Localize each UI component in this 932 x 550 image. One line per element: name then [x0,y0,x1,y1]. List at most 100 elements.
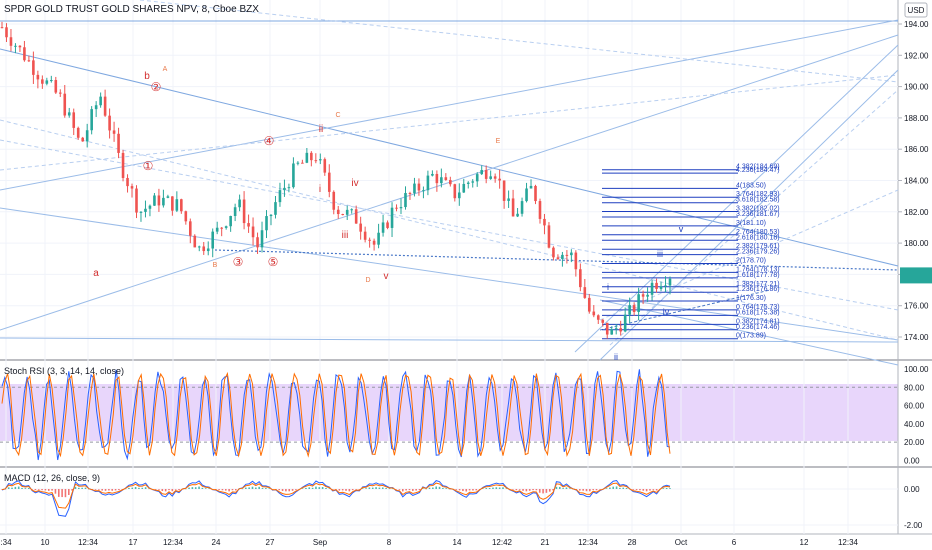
candle-body [224,226,228,228]
candle-body [305,152,309,163]
macd-histogram-bar [94,489,97,490]
macd-histogram-bar [649,489,651,491]
macd-histogram-bar [655,489,658,491]
candle-body [390,207,394,228]
macd-histogram-bar [221,489,224,491]
candle-body [359,223,362,232]
candle-body [614,328,618,330]
macd-histogram-bar [599,489,601,490]
macd-histogram-bar [412,489,414,491]
time-tick-label: 8 [387,538,392,547]
macd-histogram-bar [21,487,23,489]
rsi-tick-label: 40.00 [904,420,925,429]
fib-level-label: 0.236(174.46) [736,324,780,331]
candle-body [283,187,286,191]
macd-histogram-bar [532,489,534,491]
candle-body [103,96,107,116]
candle-body [453,184,457,199]
time-tick-label: 12:34 [838,538,859,547]
candle-body [144,208,147,212]
candle-body [547,225,551,248]
candle-body [363,231,367,240]
candle-body [211,231,215,249]
macd-histogram-bar [194,487,197,489]
candle-body [641,294,645,297]
macd-histogram-bar [248,487,250,489]
fib-level-label: 0.618(175.38) [736,309,780,316]
macd-histogram-bar [458,489,461,491]
macd-histogram-bar [111,489,114,491]
fib-level-label: 3.382(182.02) [736,205,780,212]
wave-label: ii [319,124,323,135]
fib-level-label: 3.236(181.67) [736,211,780,218]
fib-level-label: 1.382(177.21) [736,281,780,288]
candle-body [108,115,111,131]
macd-histogram-bar [455,489,458,490]
candle-body [596,315,600,320]
macd-histogram-bar [198,486,200,489]
macd-histogram-bar [11,487,13,489]
candle-body [193,235,197,248]
price-candles [0,21,672,339]
rsi-band [0,384,898,441]
trendline [214,249,899,271]
candle-body [381,222,385,233]
macd-histogram-bar [144,487,147,489]
macd-histogram-bar [341,489,344,491]
trendline [0,74,899,171]
candle-body [76,127,80,138]
fib-level-label: 3(181.10) [736,220,766,227]
candle-body [166,196,170,198]
candle-body [525,188,528,202]
time-tick-label: 12:34 [78,538,99,547]
candle-body [45,80,49,84]
macd-histogram-bar [552,489,554,491]
candle-body [310,152,313,161]
candle-body [646,294,649,297]
wave-label: v [384,271,389,282]
candle-body [90,109,93,131]
candle-body [632,305,636,312]
candle-body [319,159,322,161]
wave-label: iv [351,178,358,189]
candle-body [233,207,237,216]
candle-body [466,182,470,184]
price-tick-label: 180.00 [904,239,929,248]
wave-label: C [335,112,340,119]
macd-histogram-bar [388,488,391,490]
macd-histogram-bar [351,489,354,491]
currency-badge[interactable] [904,2,928,18]
macd-histogram-bar [17,486,20,489]
time-tick-label: Sep [313,538,328,547]
macd-histogram-bar [228,489,230,492]
macd-histogram-bar [245,487,247,489]
candle-body [413,183,416,194]
macd-histogram-bar [355,489,357,490]
candle-body [50,80,53,82]
candle-body [417,183,421,191]
candle-body [251,226,255,238]
fib-level-label: 2.618(180.18) [736,234,780,241]
candle-body [139,211,143,213]
macd-histogram-bar [251,486,254,489]
macd-histogram-bar [669,488,671,489]
rsi-tick-label: 0.00 [904,456,920,465]
macd-histogram-bar [365,488,367,489]
macd-histogram-bar [61,489,63,498]
macd-tick-label: -2.00 [904,521,923,530]
wave-label: i [607,282,609,292]
macd-histogram-bar [285,489,287,492]
candle-body [480,170,484,175]
time-tick-label: 12 [800,538,809,547]
macd-histogram-bar [335,489,337,490]
candle-body [372,240,376,245]
candle-body [0,27,4,29]
candle-body [610,329,614,335]
macd-histogram-bar [121,489,124,490]
candle-body [650,282,654,295]
macd-histogram-bar [164,489,167,492]
candle-body [278,190,282,203]
time-tick-label: 12:34 [578,538,599,547]
